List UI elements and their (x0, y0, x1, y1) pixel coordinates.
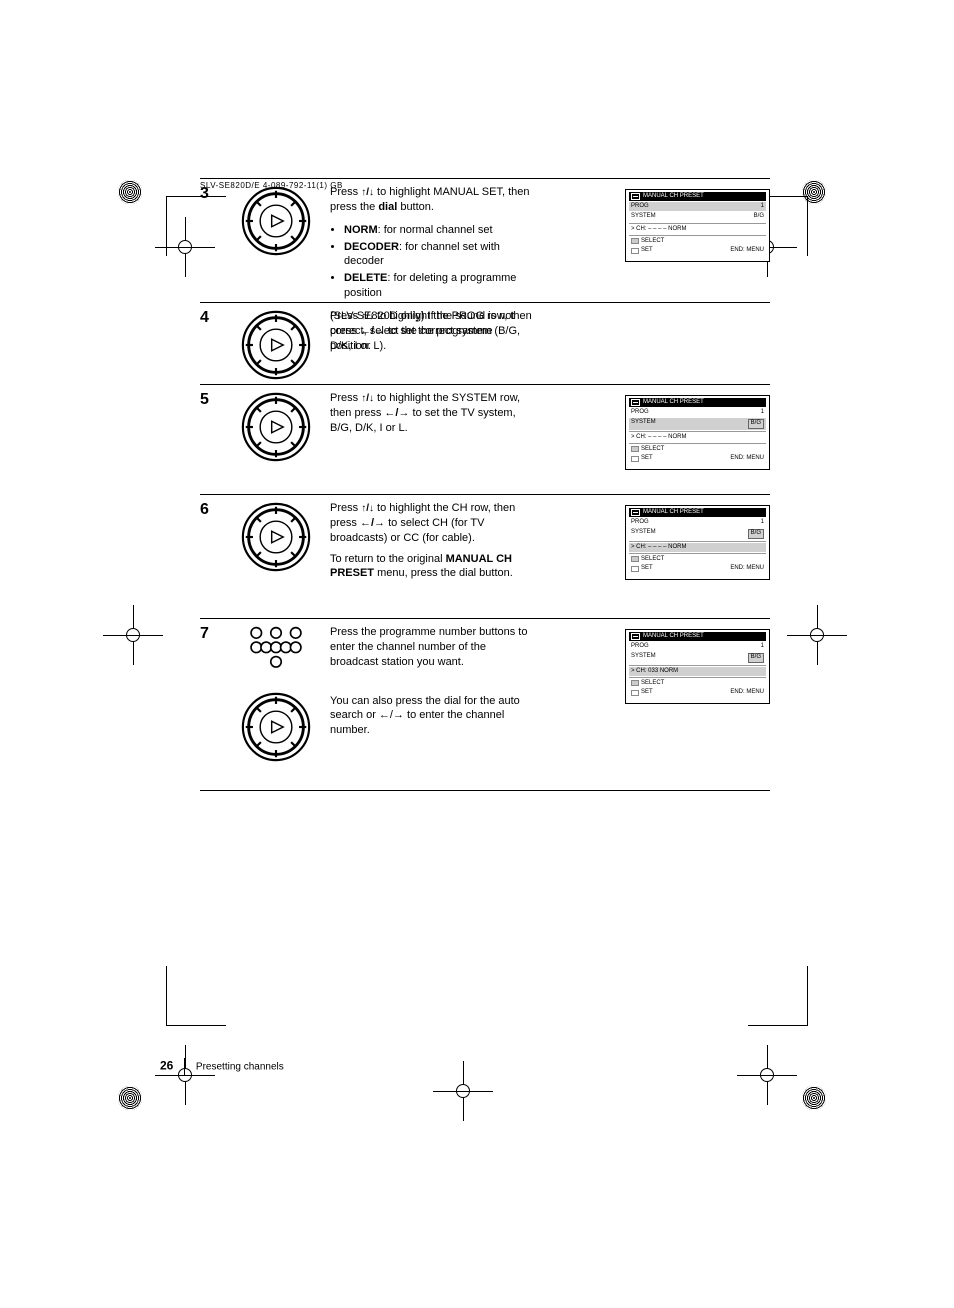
crop-mark-top-left (118, 180, 142, 204)
option-norm: NORM: for normal channel set (344, 223, 535, 238)
keypad-icon (240, 625, 312, 676)
dial-icon (240, 691, 312, 768)
step-5: 5 Press ↑/↓ to highlight the SYSTEM row,… (200, 384, 770, 494)
osd-screenshot-step7: MANUAL CH PRESET PROG1 SYSTEMB/G > CH: 0… (625, 629, 770, 704)
step-6: 6 Press ↑/↓ to highlight the CH row, the… (200, 494, 770, 618)
page-number: 26 (160, 1059, 173, 1073)
arrows-icon: ↑/↓ (361, 311, 374, 322)
crop-cross-mid-left (118, 620, 148, 650)
page-footer: 26 Presetting channels (160, 1058, 284, 1076)
leftright-icon: ←/→ (384, 407, 409, 419)
option-list: NORM: for normal channel set DECODER: fo… (330, 223, 535, 301)
arrows-icon: ↑/↓ (361, 503, 374, 514)
step-7: 7 (200, 618, 770, 786)
osd-screenshot-step3: MANUAL CH PRESET PROG1 SYSTEMB/G > CH: –… (625, 189, 770, 262)
page-content: 3 Press ↑/↓ to highligh (200, 178, 770, 791)
step-number: 3 (200, 185, 209, 203)
step-6-instruction: Press ↑/↓ to highlight the CH row, then … (330, 501, 535, 581)
leftright-icon: ←/→ (360, 517, 385, 529)
crop-mark-bottom-right (802, 1086, 826, 1110)
bottom-rule (200, 790, 770, 791)
dial-icon (240, 309, 312, 386)
leftright-icon: ←/→ (360, 325, 385, 337)
step-number: 7 (200, 625, 209, 643)
osd-screenshot-step6: MANUAL CH PRESET PROG1 SYSTEMB/G > CH: –… (625, 505, 770, 580)
step-7-instruction: Press the programme number buttons to en… (330, 625, 535, 738)
step-number: 6 (200, 501, 209, 519)
crop-cross-top-left (170, 232, 200, 262)
tv-icon (631, 633, 640, 640)
crop-cross-bottom-right (752, 1060, 782, 1090)
option-decoder: DECODER: for channel set with decoder (344, 240, 535, 270)
dial-icon (240, 501, 312, 578)
dial-icon (240, 391, 312, 468)
arrows-icon: ↑/↓ (361, 187, 374, 198)
step-3: 3 Press ↑/↓ to highligh (200, 178, 770, 302)
step-number: 4 (200, 309, 209, 327)
tv-icon (631, 193, 640, 200)
step-4: 4 Press ↑/↓ to highlight the PROG row, t… (200, 302, 770, 384)
return-note: To return to the original MANUAL CH PRES… (330, 552, 535, 582)
crop-mark-bottom-left (118, 1086, 142, 1110)
option-delete: DELETE: for deleting a programme positio… (344, 271, 535, 301)
arrows-icon: ↑/↓ (361, 393, 374, 404)
dial-label: dial (378, 201, 397, 213)
osd-screenshot-step5: MANUAL CH PRESET PROG1 SYSTEMB/G > CH: –… (625, 395, 770, 470)
footer-label: Presetting channels (196, 1062, 284, 1073)
step-number: 5 (200, 391, 209, 409)
tv-icon (631, 399, 640, 406)
step-4-instruction: Press ↑/↓ to highlight the PROG row, the… (330, 309, 535, 354)
step-5-instruction: Press ↑/↓ to highlight the SYSTEM row, t… (330, 391, 535, 436)
dial-icon (240, 185, 312, 262)
tv-icon (631, 509, 640, 516)
crop-cross-bottom-center (448, 1076, 478, 1106)
crop-cross-mid-right (802, 620, 832, 650)
